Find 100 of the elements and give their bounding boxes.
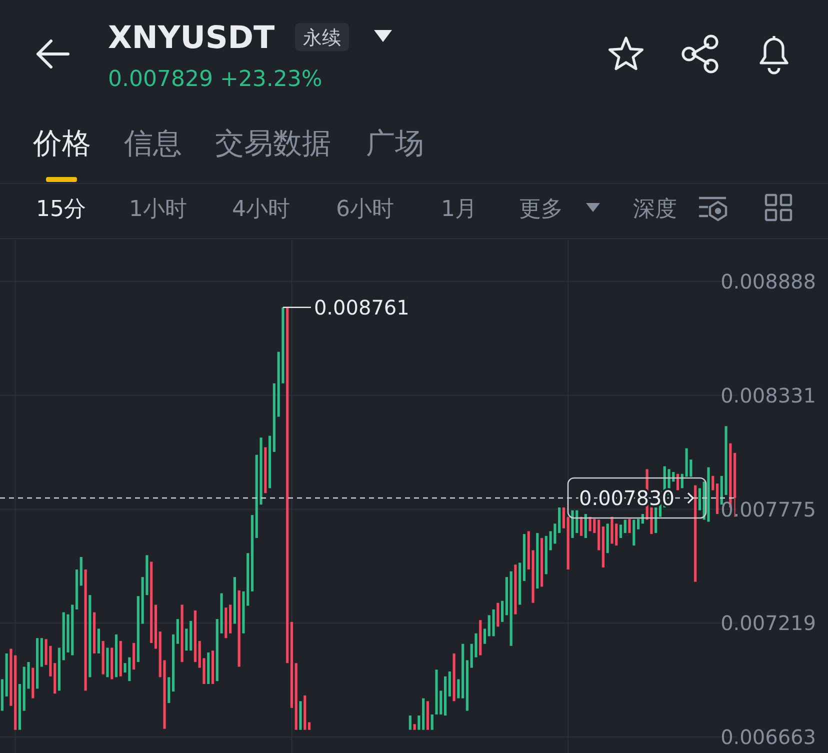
candlestick <box>610 516 614 544</box>
candlestick <box>624 520 626 534</box>
candlestick <box>36 638 39 689</box>
candlestick <box>588 516 592 532</box>
candlestick <box>180 604 184 662</box>
text: 6小时 <box>336 197 394 222</box>
chart-subtitle: 0.007829 +23.23% <box>108 67 322 92</box>
candlestick <box>422 698 425 730</box>
candlestick <box>636 518 640 530</box>
candlestick <box>448 671 451 696</box>
candlestick <box>518 562 522 605</box>
candlestick <box>233 577 236 624</box>
y-tick-label: 0.006663 <box>720 725 816 749</box>
candlestick <box>501 600 504 622</box>
candlestick <box>462 644 464 698</box>
candlestick <box>88 595 92 678</box>
candlestick <box>32 668 34 698</box>
candlestick <box>712 476 714 490</box>
candlestick <box>685 448 688 477</box>
candlestick <box>106 648 109 678</box>
candlestick <box>136 596 140 662</box>
candlestick <box>308 722 311 730</box>
candlestick <box>694 485 697 582</box>
candlestick <box>571 510 574 538</box>
candlestick <box>522 534 526 581</box>
text: 1小时 <box>129 197 187 222</box>
candlestick <box>194 610 197 662</box>
candlestick <box>168 677 170 704</box>
candlestick <box>294 663 298 730</box>
candlestick <box>250 515 254 592</box>
candlestick <box>584 514 587 538</box>
candlestick <box>119 640 122 676</box>
candlestick <box>299 701 302 730</box>
candlestick <box>110 648 114 680</box>
text: 1月 <box>441 197 477 222</box>
candlestick <box>435 670 438 714</box>
candlestick <box>75 569 78 610</box>
candlestick <box>286 307 289 664</box>
candlestick <box>566 516 570 570</box>
candlestick <box>114 634 118 678</box>
text: 15分 <box>36 197 86 222</box>
candlestick <box>190 620 192 651</box>
candlestick <box>268 436 272 488</box>
candlestick <box>229 604 232 634</box>
candlestick <box>40 638 43 667</box>
candlestick <box>716 483 719 514</box>
candlestick <box>207 652 210 684</box>
y-tick-label: 0.008888 <box>720 269 816 294</box>
chart-title: XNYUSDT <box>108 20 275 56</box>
candlestick <box>562 507 566 528</box>
text: 更多 <box>519 197 563 222</box>
candlestick <box>606 524 609 554</box>
candlestick <box>598 520 600 550</box>
candlestick <box>514 564 517 614</box>
candlestick <box>418 716 420 730</box>
candlestick <box>479 620 482 656</box>
candlestick <box>483 628 486 644</box>
candlestick <box>185 628 188 651</box>
candlestick <box>452 653 456 702</box>
candlestick <box>413 724 416 730</box>
candlestick <box>698 488 702 510</box>
text: 深度 <box>633 197 677 222</box>
text: 价格 <box>32 126 91 160</box>
candlestick <box>176 619 179 644</box>
candlestick <box>211 650 214 684</box>
candlestick <box>172 634 175 692</box>
text: 信息 <box>124 126 182 160</box>
candlestick <box>496 602 500 627</box>
candlestick <box>632 520 636 546</box>
candlestick <box>619 524 622 538</box>
candlestick <box>540 538 544 587</box>
candlestick <box>304 695 306 730</box>
candlestick <box>510 571 512 646</box>
candlestick <box>426 701 430 730</box>
candlestick <box>84 569 87 691</box>
candlestick <box>544 536 548 574</box>
candlestick <box>80 557 82 586</box>
candlestick <box>580 516 583 536</box>
candlestick <box>0 679 4 711</box>
candlestick <box>93 612 96 654</box>
candlestick <box>707 467 710 522</box>
text: 4小时 <box>232 197 290 222</box>
candlestick <box>505 577 508 616</box>
candlestick <box>602 526 604 568</box>
candlestick <box>628 518 631 534</box>
candlestick <box>58 648 61 691</box>
candlestick <box>457 679 460 698</box>
candlestick <box>536 533 539 589</box>
candlestick <box>264 447 267 494</box>
candlestick <box>290 622 294 708</box>
candlestick <box>492 609 495 636</box>
candlestick <box>272 383 276 452</box>
candlestick <box>18 684 22 730</box>
candlestick <box>154 604 158 649</box>
candlestick <box>102 640 104 674</box>
candlestick <box>430 714 434 730</box>
candlestick <box>558 507 561 534</box>
text: 交易数据 <box>215 126 331 160</box>
candlestick <box>238 590 240 667</box>
annotation: 0.008761 <box>314 295 410 320</box>
